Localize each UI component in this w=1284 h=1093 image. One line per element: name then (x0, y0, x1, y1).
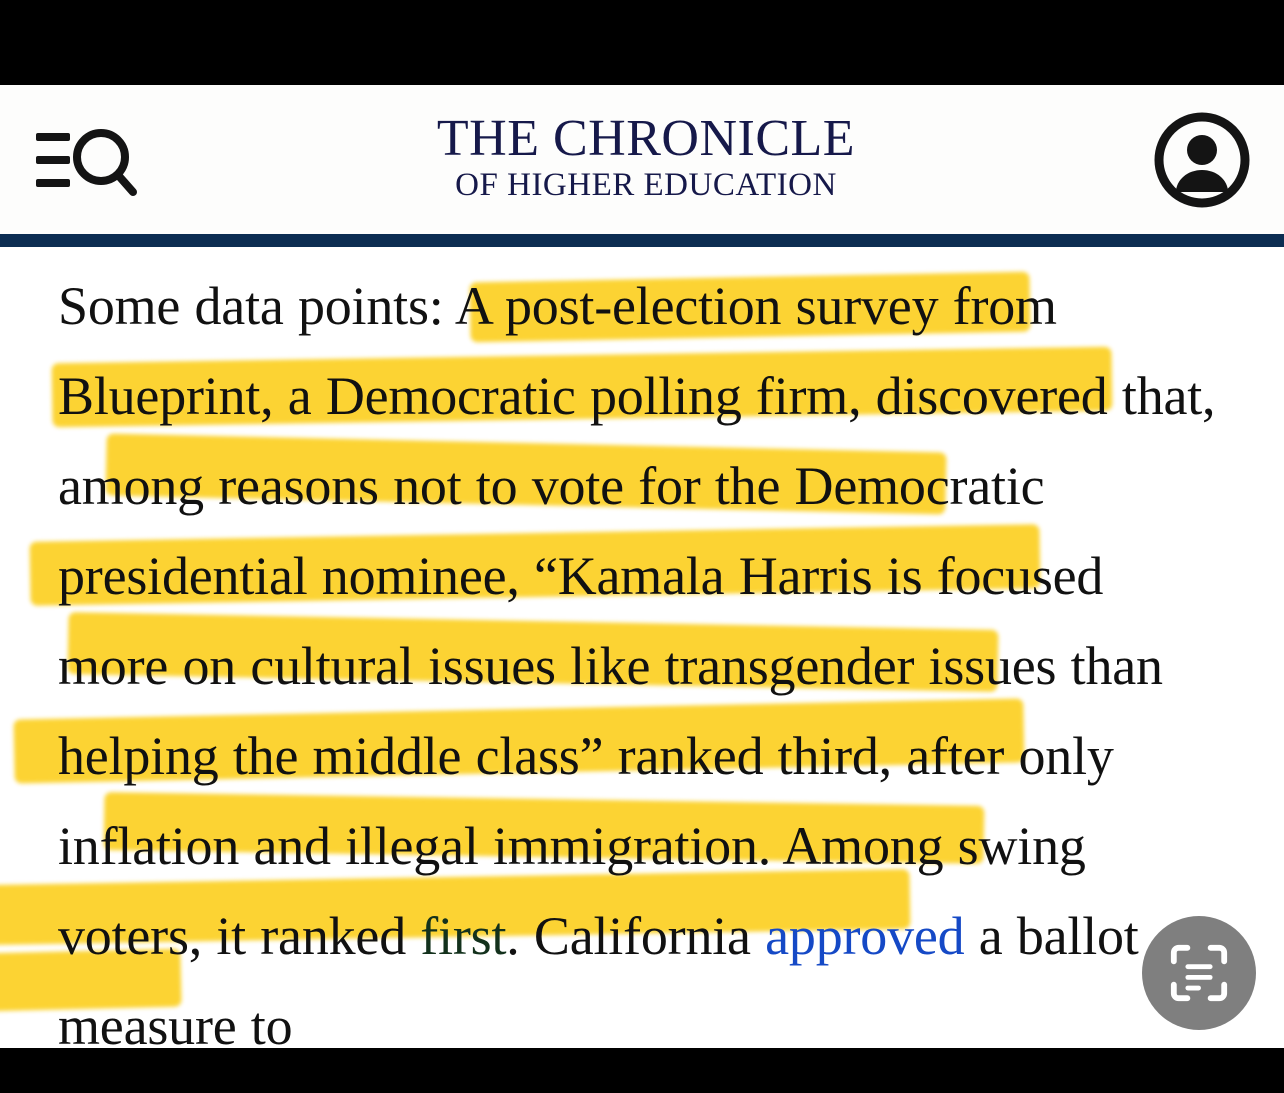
link-first[interactable]: first (420, 906, 507, 966)
link-approved[interactable]: approved (765, 906, 965, 966)
masthead-line-1: THE CHRONICLE (436, 110, 856, 167)
masthead-line-2: OF HIGHER EDUCATION (455, 167, 837, 203)
site-header: THE CHRONICLE OF HIGHER EDUCATION (0, 85, 1284, 234)
article-body: Some data points: A post-election survey… (0, 247, 1284, 1048)
article-text-segment-1: Some data points: A post-election survey… (58, 276, 1216, 966)
letterbox-bar-bottom (0, 1048, 1284, 1093)
article-paragraph: Some data points: A post-election survey… (58, 261, 1226, 1048)
article-text-segment-3: a ballot measure to (58, 906, 1139, 1048)
app-viewport: THE CHRONICLE OF HIGHER EDUCATION Some (0, 85, 1284, 1048)
article-text-segment-2: . California (506, 906, 766, 966)
menu-search-icon[interactable] (34, 121, 138, 199)
letterbox-bar-top (0, 0, 1284, 85)
scan-text-fab-button[interactable] (1142, 916, 1256, 1030)
scan-text-icon (1170, 944, 1228, 1002)
header-divider-rule (0, 234, 1284, 247)
account-circle-icon[interactable] (1154, 112, 1250, 208)
masthead-logo[interactable]: THE CHRONICLE OF HIGHER EDUCATION (138, 113, 1154, 206)
